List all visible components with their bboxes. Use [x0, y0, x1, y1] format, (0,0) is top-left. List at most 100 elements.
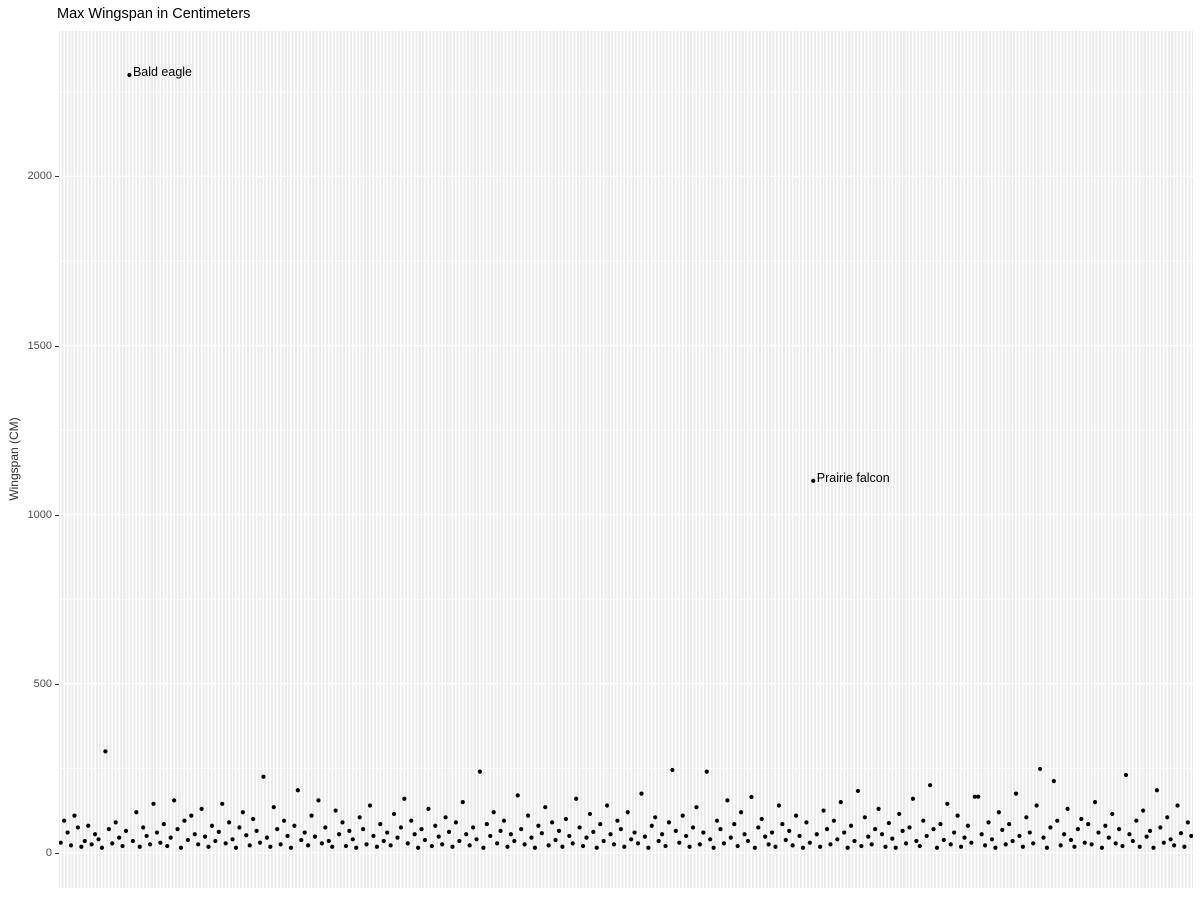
data-point [268, 844, 273, 849]
data-point [161, 821, 166, 827]
plot-panel: Bald eagle Prairie falcon [59, 31, 1193, 888]
data-point [343, 843, 349, 849]
data-point [824, 827, 830, 832]
data-point [281, 818, 287, 823]
data-point [309, 813, 314, 818]
data-point [405, 841, 410, 846]
data-point [278, 842, 283, 847]
data-point [718, 827, 723, 832]
data-point [254, 828, 259, 833]
data-point [86, 823, 91, 828]
data-point [361, 827, 366, 832]
data-point [1158, 825, 1163, 830]
data-point [374, 844, 379, 849]
data-point [416, 845, 421, 850]
data-point [233, 845, 239, 850]
data-point [591, 829, 596, 834]
data-point [855, 788, 861, 794]
data-point [1068, 837, 1074, 843]
data-point [244, 833, 249, 838]
data-point [247, 843, 252, 848]
data-point [154, 830, 160, 835]
data-point [952, 830, 957, 835]
data-point [429, 843, 434, 849]
data-point [62, 818, 67, 823]
data-point [508, 832, 513, 837]
y-tick-mark [55, 345, 59, 347]
data-point [1134, 818, 1139, 823]
data-point [1130, 838, 1135, 844]
data-point [869, 842, 874, 847]
data-point [319, 841, 324, 846]
data-point [388, 843, 393, 848]
data-point [1092, 800, 1098, 805]
data-point [196, 842, 201, 847]
y-tick-mark [55, 176, 59, 178]
data-point [96, 837, 101, 842]
data-point [230, 837, 235, 842]
data-point [986, 820, 991, 825]
data-point [1058, 843, 1063, 848]
data-point [587, 811, 593, 817]
data-point [364, 842, 369, 847]
data-point [766, 842, 771, 847]
data-point [914, 838, 919, 844]
data-point [773, 844, 778, 849]
data-point [512, 838, 517, 844]
data-point [921, 818, 926, 823]
data-point [732, 821, 737, 827]
data-point [821, 808, 826, 813]
data-point [137, 844, 142, 849]
data-point [79, 844, 84, 849]
scatter-layer: Bald eagle Prairie falcon [59, 65, 1193, 854]
data-point [560, 844, 565, 849]
data-point [629, 837, 634, 842]
data-point [993, 845, 998, 850]
data-point [1161, 840, 1166, 845]
data-point [897, 811, 902, 817]
data-point [989, 837, 995, 842]
data-point [189, 813, 194, 818]
data-point [402, 796, 407, 801]
data-point [941, 837, 946, 843]
data-point [525, 813, 531, 818]
data-point [539, 831, 544, 836]
data-point [1137, 844, 1142, 849]
data-point [237, 825, 242, 830]
data-point [446, 829, 452, 834]
data-point [491, 810, 496, 815]
data-point [1147, 828, 1153, 833]
data-point [134, 810, 139, 815]
data-point [550, 820, 555, 825]
data-point [763, 834, 768, 839]
data-point [501, 818, 507, 823]
data-point [68, 843, 74, 848]
data-point [1041, 835, 1046, 840]
annotation-label: Prairie falcon [817, 471, 890, 485]
data-point [608, 832, 613, 837]
data-point [618, 827, 623, 832]
data-point [1079, 816, 1084, 822]
data-point [460, 800, 465, 805]
data-point [577, 825, 582, 830]
data-point [598, 821, 603, 827]
data-point [484, 821, 489, 827]
data-point [553, 837, 558, 843]
data-point [515, 793, 520, 798]
data-point [924, 833, 929, 839]
data-point [728, 835, 733, 840]
data-point [285, 833, 290, 839]
data-point [1175, 803, 1180, 808]
data-point [522, 842, 527, 847]
data-point [172, 798, 177, 803]
y-tick-mark [55, 852, 59, 854]
data-point [59, 840, 63, 845]
data-point [536, 823, 541, 828]
data-point [165, 843, 170, 849]
data-point [615, 818, 620, 823]
data-point [371, 833, 376, 839]
data-point [677, 840, 682, 845]
data-point [182, 818, 187, 823]
data-point [697, 842, 702, 847]
y-tick-mark [55, 514, 59, 516]
